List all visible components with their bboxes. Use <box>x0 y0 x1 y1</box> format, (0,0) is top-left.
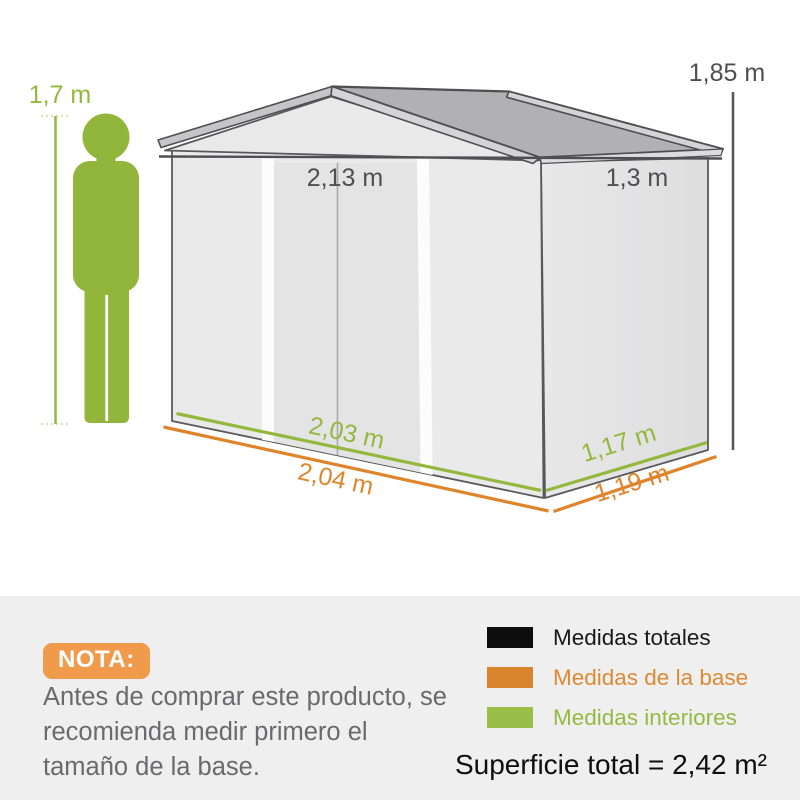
legend-swatch-base <box>487 667 533 688</box>
note-text: Antes de comprar este producto, se recom… <box>43 683 447 781</box>
door-trim-right <box>417 158 433 475</box>
shed-dimension-diagram: 1,7 m 1,85 m 2,13 m 1,3 m 2,03 m 2,04 m … <box>29 59 765 514</box>
legend-item-interior: Medidas interiores <box>487 705 748 730</box>
total-depth-label: 1,3 m <box>606 164 669 192</box>
roof-right-eave-band <box>539 148 724 165</box>
total-width-label: 2,13 m <box>307 164 383 192</box>
door-trim-left <box>262 158 274 442</box>
note-badge: NOTA: <box>43 643 150 679</box>
base-width-label: 2,04 m <box>295 458 376 501</box>
legend-swatch-interior <box>487 707 533 728</box>
shed-diagram-area: 1,7 m 1,85 m 2,13 m 1,3 m 2,03 m 2,04 m … <box>28 59 766 514</box>
interior-depth-line <box>545 440 708 493</box>
interior-width-line <box>176 411 542 493</box>
roof-front-fascia <box>330 85 541 165</box>
person-height-line <box>41 115 70 425</box>
legend-label-interior: Medidas interiores <box>553 705 737 730</box>
person-figure <box>73 113 139 423</box>
base-width-line <box>163 425 549 513</box>
legend-label-total: Medidas totales <box>553 625 711 650</box>
shed-door-panel <box>274 162 421 473</box>
person-head <box>82 113 130 161</box>
person-height-label: 1,7 m <box>29 81 92 109</box>
legend-label-base: Medidas de la base <box>553 665 749 690</box>
base-depth-line <box>552 454 718 514</box>
legend: Medidas totales Medidas de la base Medid… <box>487 625 749 730</box>
legend-item-base: Medidas de la base <box>487 665 749 690</box>
legend-swatch-total <box>487 627 533 648</box>
person-torso <box>73 161 139 292</box>
total-height-label: 1,85 m <box>689 59 765 87</box>
surface-total: Superficie total = 2,42 m² <box>454 749 767 780</box>
legend-item-total: Medidas totales <box>487 625 748 650</box>
note-section: NOTA: Antes de comprar este producto, se… <box>0 596 800 800</box>
roof-eave-line <box>158 155 723 160</box>
